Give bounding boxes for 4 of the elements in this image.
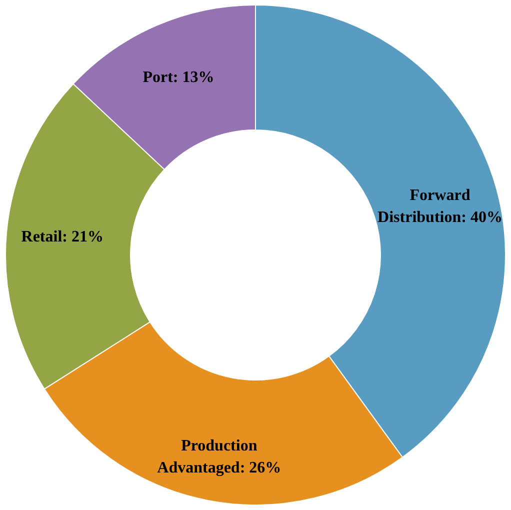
slice-label: Production Advantaged: 26% bbox=[157, 438, 282, 477]
slice-label: Forward Distribution: 40% bbox=[378, 187, 502, 226]
slice-label: Port: 13% bbox=[142, 68, 214, 86]
slice-label: Retail: 21% bbox=[21, 228, 104, 246]
